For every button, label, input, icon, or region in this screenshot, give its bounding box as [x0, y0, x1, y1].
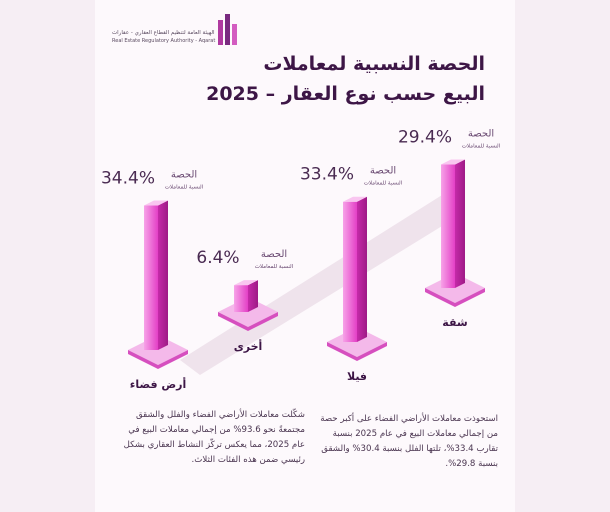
bar-top: [441, 159, 465, 165]
share-label: الحصة: [171, 170, 197, 181]
category-label: أخرى: [234, 339, 263, 353]
note-right: استحوذت معاملات الأراضي الفضاء على أكبر …: [320, 414, 498, 469]
bar: [441, 164, 455, 288]
bar-side: [357, 196, 367, 342]
share-label: الحصة: [468, 129, 494, 140]
bar-top: [343, 196, 367, 202]
bar-top: [234, 280, 258, 286]
base-edge: [425, 288, 485, 307]
category-label: أرض فضاء: [130, 377, 187, 391]
value-label: 29.4%: [398, 128, 452, 148]
share-label: الحصة: [370, 166, 396, 177]
note-left: شكّلت معاملات الأراضي الفضاء والفلل والش…: [123, 410, 305, 465]
value-label: 33.4%: [300, 165, 354, 185]
bar: [234, 285, 248, 312]
value-label: 34.4%: [101, 169, 155, 189]
share-caption: النسبة للمعاملات: [165, 185, 204, 191]
share-caption: النسبة للمعاملات: [364, 181, 403, 187]
trend-band: [180, 190, 460, 375]
chart-subtitle: البيع حسب نوع العقار – 2025: [206, 83, 485, 105]
share-label: الحصة: [261, 249, 287, 260]
share-caption: النسبة للمعاملات: [462, 144, 501, 150]
base-edge: [218, 312, 278, 331]
chart-title: الحصة النسبية لمعاملات: [263, 53, 485, 75]
bar-side: [158, 200, 168, 350]
value-label: 6.4%: [196, 248, 239, 268]
category-label: شقة: [442, 316, 467, 329]
bar-side: [248, 280, 258, 312]
bar-top: [144, 200, 168, 206]
base-edge: [327, 342, 387, 361]
category-label: فيلا: [347, 370, 367, 383]
base-edge: [128, 350, 188, 369]
bar: [144, 205, 158, 350]
bar-side: [455, 159, 465, 288]
share-caption: النسبة للمعاملات: [255, 264, 294, 270]
logo-arabic: الهيئة العامة لتنظيم القطاع العقاري - عق…: [112, 30, 215, 36]
bar: [343, 201, 357, 342]
logo-english: Real Estate Regulatory Authority - Aqara…: [112, 38, 216, 44]
logo-mark: [218, 14, 237, 45]
